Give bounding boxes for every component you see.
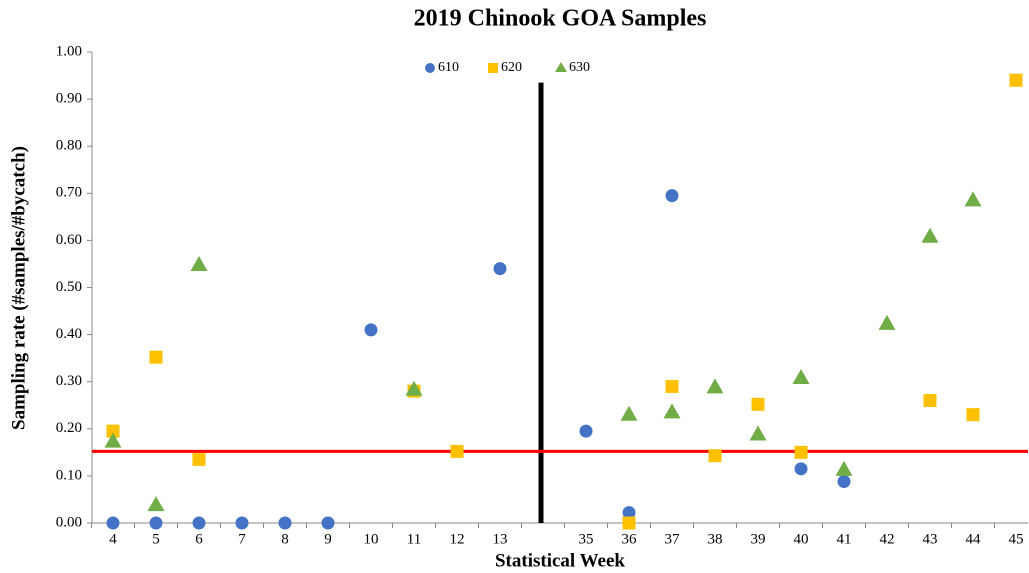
x-tick-label: 37 [665, 531, 681, 547]
y-tick-label: 0.90 [56, 91, 82, 107]
marker [106, 516, 120, 530]
x-tick-label: 39 [751, 531, 766, 547]
marker [405, 380, 423, 396]
x-tick-label: 9 [324, 531, 332, 547]
marker [450, 444, 464, 458]
marker [663, 403, 681, 419]
y-tick-label: 0.20 [56, 420, 82, 436]
marker [493, 262, 507, 276]
legend-marker [425, 63, 435, 73]
marker [622, 506, 636, 520]
marker [966, 408, 980, 422]
marker [192, 452, 206, 466]
marker [149, 350, 163, 364]
marker [665, 379, 679, 393]
marker [579, 424, 593, 438]
y-tick-label: 0.30 [56, 373, 82, 389]
marker [1009, 73, 1023, 87]
x-tick-label: 11 [407, 531, 421, 547]
y-tick-label: 0.10 [56, 467, 82, 483]
chart-title: 2019 Chinook GOA Samples [414, 6, 707, 32]
x-tick-label: 38 [708, 531, 723, 547]
legend-label: 620 [501, 60, 522, 75]
legend-label: 630 [569, 60, 590, 75]
marker [147, 496, 165, 512]
marker [235, 516, 249, 530]
x-tick-label: 4 [109, 531, 117, 547]
y-tick-label: 0.40 [56, 326, 82, 342]
y-tick-label: 0.70 [56, 185, 82, 201]
marker [708, 449, 722, 463]
marker [794, 462, 808, 476]
marker [106, 424, 120, 438]
marker [622, 516, 636, 530]
x-tick-label: 42 [880, 531, 895, 547]
marker [706, 378, 724, 394]
x-tick-label: 40 [794, 531, 809, 547]
x-tick-label: 45 [1009, 531, 1024, 547]
marker [751, 397, 765, 411]
marker [964, 191, 982, 207]
marker [665, 189, 679, 203]
x-tick-label: 36 [622, 531, 638, 547]
marker [837, 475, 851, 489]
x-tick-label: 13 [493, 531, 508, 547]
marker [878, 314, 896, 330]
y-tick-label: 0.00 [56, 514, 82, 530]
marker [364, 323, 378, 337]
y-tick-label: 0.60 [56, 232, 82, 248]
marker [192, 516, 206, 530]
marker [921, 227, 939, 243]
x-tick-label: 12 [450, 531, 465, 547]
x-axis-title: Statistical Week [495, 550, 625, 571]
marker [749, 425, 767, 441]
y-tick-label: 0.50 [56, 279, 82, 295]
y-tick-label: 1.00 [56, 43, 82, 59]
x-tick-label: 8 [281, 531, 289, 547]
legend-label: 610 [438, 60, 459, 75]
marker [620, 405, 638, 421]
x-tick-label: 35 [579, 531, 594, 547]
x-tick-label: 5 [152, 531, 160, 547]
marker [792, 368, 810, 384]
y-axis-title: Sampling rate (#samples/#bycatch) [8, 146, 29, 430]
marker [278, 516, 292, 530]
legend-marker [555, 62, 567, 72]
marker [835, 460, 853, 476]
y-tick-label: 0.80 [56, 138, 82, 154]
x-tick-label: 10 [364, 531, 379, 547]
marker [794, 445, 808, 459]
marker [923, 394, 937, 408]
legend-marker [488, 63, 498, 73]
marker [190, 255, 208, 271]
x-tick-label: 41 [837, 531, 852, 547]
marker [104, 432, 122, 448]
marker [149, 516, 163, 530]
x-tick-label: 43 [923, 531, 938, 547]
x-tick-label: 6 [195, 531, 203, 547]
x-tick-label: 7 [238, 531, 246, 547]
x-tick-label: 44 [966, 531, 982, 547]
marker [321, 516, 335, 530]
